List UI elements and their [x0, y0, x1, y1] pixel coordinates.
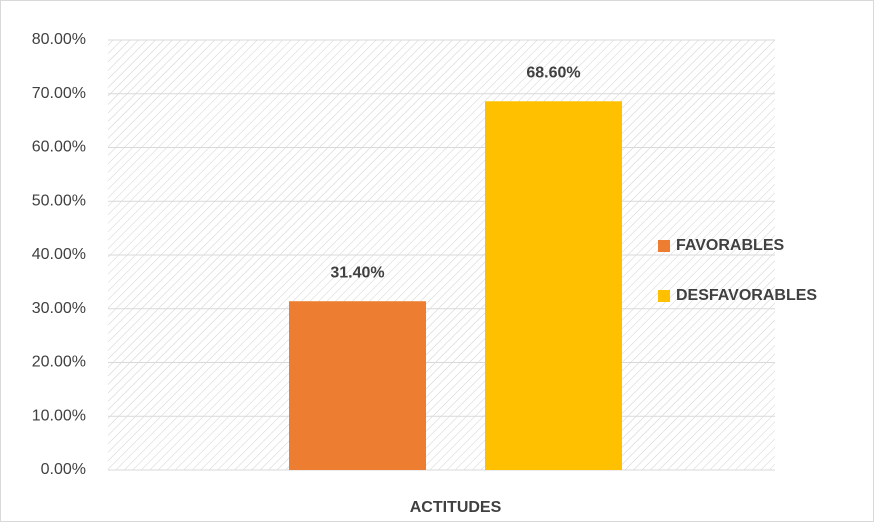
- legend-label: FAVORABLES: [676, 237, 784, 254]
- bar: [289, 301, 426, 470]
- data-label: 31.40%: [330, 264, 384, 281]
- y-tick-label: 30.00%: [32, 300, 86, 317]
- legend-label: DESFAVORABLES: [676, 287, 817, 304]
- legend-swatch: [658, 290, 670, 302]
- bar: [485, 101, 622, 471]
- legend-swatch: [658, 240, 670, 252]
- y-tick-label: 60.00%: [32, 139, 86, 156]
- x-tick-label: ACTITUDES: [410, 499, 502, 516]
- y-tick-label: 20.00%: [32, 354, 86, 371]
- y-tick-label: 10.00%: [32, 407, 86, 424]
- y-tick-label: 40.00%: [32, 246, 86, 263]
- y-tick-label: 50.00%: [32, 192, 86, 209]
- y-tick-label: 70.00%: [32, 85, 86, 102]
- y-tick-label: 0.00%: [41, 461, 86, 478]
- y-tick-label: 80.00%: [32, 31, 86, 48]
- data-label: 68.60%: [526, 64, 580, 81]
